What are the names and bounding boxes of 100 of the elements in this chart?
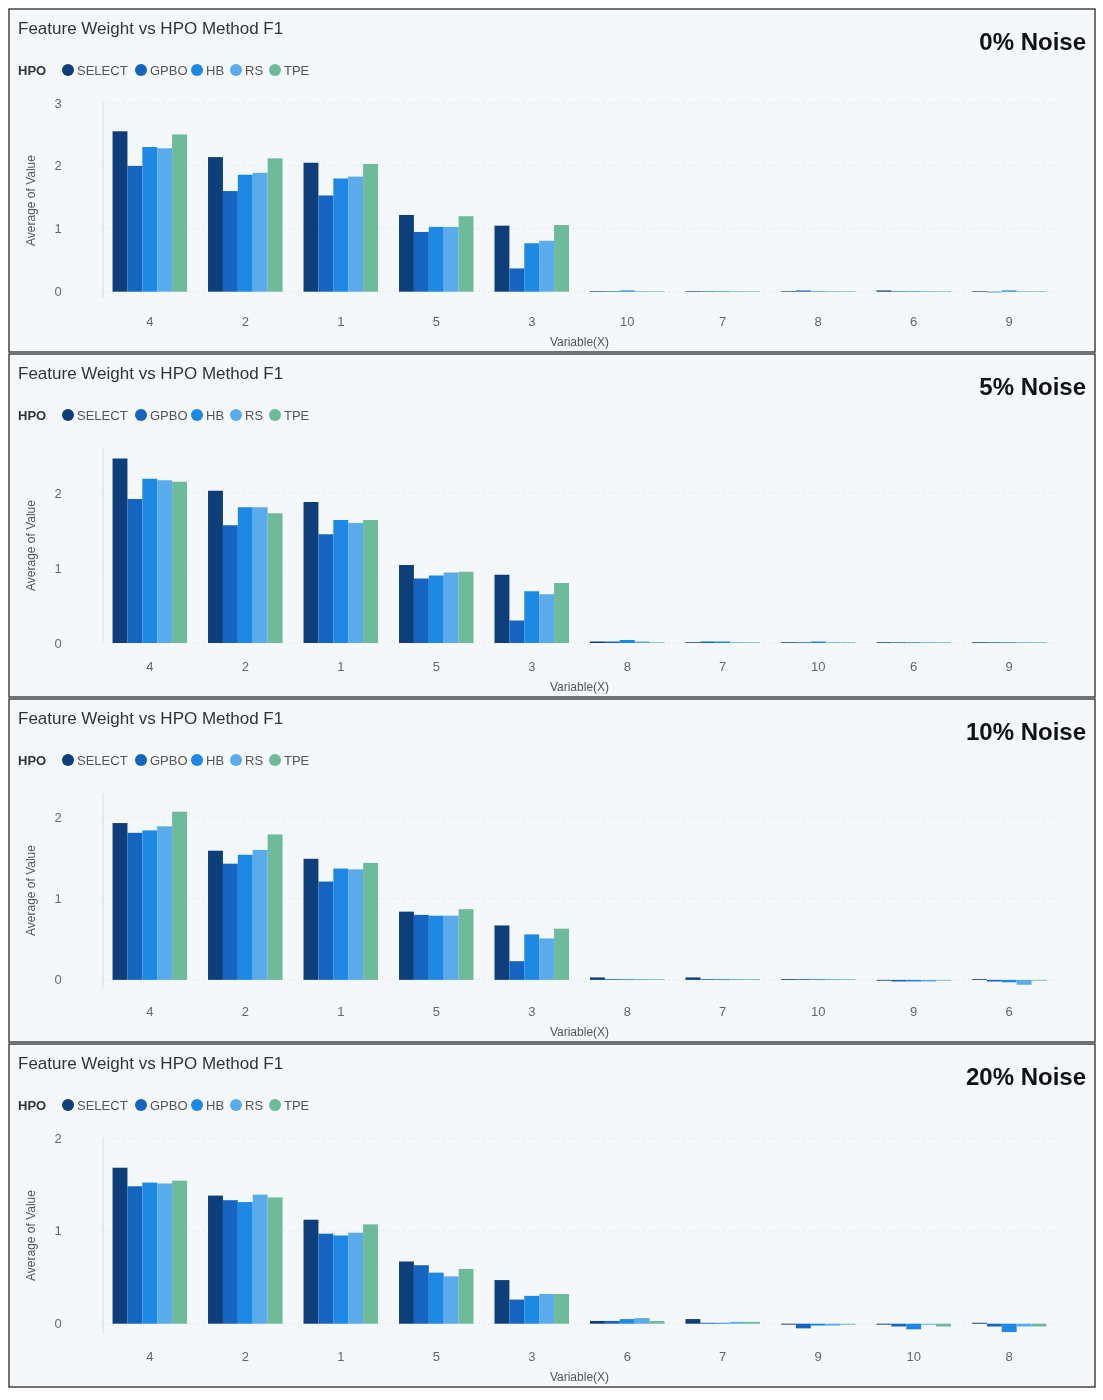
bar [428,1272,444,1324]
bar [142,478,158,643]
bar [142,1182,158,1324]
y-tick-label: 1 [54,221,62,237]
bar [303,1219,319,1324]
bar [363,164,379,292]
bar [494,925,510,980]
x-tick-label: 8 [623,1004,631,1019]
bar [172,481,188,643]
chart-title: Feature Weight vs HPO Method F1 [18,19,284,38]
bar [157,148,173,292]
x-tick-label: 6 [623,1349,631,1364]
bar [399,911,414,980]
bar [413,578,429,643]
bar [509,1299,525,1324]
y-tick-label: 1 [54,560,62,576]
bar [142,830,158,980]
x-tick-label: 7 [719,314,727,329]
x-tick-label: 8 [623,659,631,674]
bar [891,1323,907,1327]
bar [649,1320,665,1324]
bar [112,1167,128,1324]
legend-label: RS [245,63,264,78]
bar [237,1202,253,1324]
bar [222,191,238,292]
chart-title: Feature Weight vs HPO Method F1 [18,709,284,728]
x-tick-label: 4 [146,659,154,674]
x-axis-title: Variable(X) [549,1370,610,1384]
legend-title: HPO [18,63,47,78]
legend-label: TPE [284,408,310,423]
x-tick-label: 3 [528,1004,536,1019]
bar [333,178,349,292]
x-tick-label: 3 [528,659,536,674]
bar [554,225,569,292]
x-tick-label: 9 [1005,659,1013,674]
bar [348,1232,364,1324]
bar [252,172,268,292]
bar [127,1186,143,1324]
legend-label: GPBO [150,408,188,423]
bar [604,1320,620,1324]
bar [112,458,128,643]
bar [348,523,364,643]
bar [348,869,364,980]
bar [539,594,555,643]
y-tick-label: 2 [54,1130,62,1146]
y-tick-label: 0 [54,972,62,988]
bar [363,520,379,643]
bar [554,1294,569,1324]
x-tick-label: 7 [719,1004,727,1019]
bar [127,165,143,292]
x-tick-label: 6 [910,314,918,329]
bar [413,914,429,980]
bar [524,243,540,292]
bar [333,868,349,980]
y-axis-title: Average of Value [24,154,38,246]
bar [590,1320,605,1324]
bar [399,214,414,292]
bar [208,490,223,643]
bar [348,176,364,292]
y-axis-title: Average of Value [24,844,38,936]
bar [267,513,283,643]
bar [906,1323,922,1330]
text: 20% Noise [965,1063,1086,1090]
bar [685,1319,701,1324]
bar [428,226,444,292]
x-tick-label: 2 [241,659,249,674]
bar [172,811,188,980]
bar [524,934,540,980]
bar [428,915,444,980]
bar [252,507,268,643]
bar [237,507,253,643]
x-tick-label: 10 [810,1004,826,1019]
bar [208,157,223,292]
bar [303,502,319,643]
bar [443,915,459,980]
bar [172,134,188,292]
bar [333,520,349,643]
bar [458,1268,474,1324]
bar [222,1200,238,1324]
bar [554,583,569,643]
legend-label: RS [245,1098,264,1113]
x-tick-label: 10 [906,1349,921,1364]
y-tick-label: 2 [54,809,62,825]
x-tick-label: 2 [241,314,249,329]
bar [494,1280,510,1324]
bar [157,1183,173,1324]
bar [1001,1323,1017,1333]
legend-label: TPE [284,1098,310,1113]
bar [413,1265,429,1324]
x-tick-label: 4 [146,1349,154,1364]
text: 10% Noise [965,718,1086,745]
bar [494,574,510,643]
bar [222,525,238,643]
bar [172,1180,188,1324]
bar [237,174,253,292]
chart-title: Feature Weight vs HPO Method F1 [18,1054,284,1073]
y-tick-label: 1 [54,891,62,907]
x-axis-title: Variable(X) [549,680,610,694]
bar [399,1261,414,1324]
chart-title: Feature Weight vs HPO Method F1 [18,364,284,383]
